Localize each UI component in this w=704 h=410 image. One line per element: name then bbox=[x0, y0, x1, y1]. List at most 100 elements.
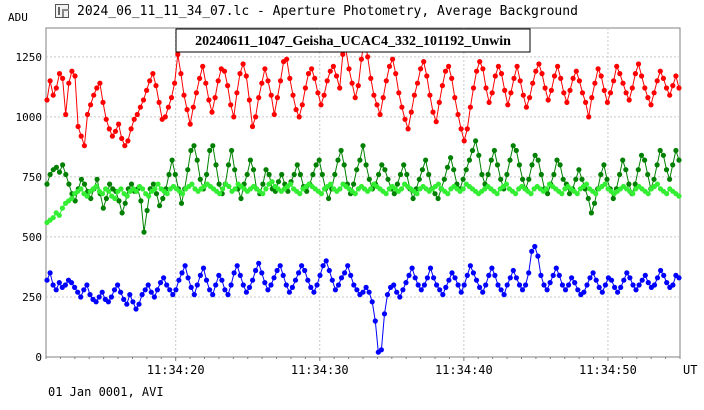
data-point bbox=[558, 75, 564, 81]
data-point bbox=[203, 277, 210, 283]
data-point bbox=[559, 191, 565, 197]
data-point bbox=[670, 282, 676, 288]
data-point bbox=[355, 83, 361, 89]
data-point bbox=[121, 296, 127, 302]
data-point bbox=[458, 289, 464, 295]
data-point bbox=[253, 114, 259, 120]
data-point bbox=[480, 289, 486, 295]
data-point bbox=[119, 135, 125, 142]
data-point bbox=[384, 292, 391, 298]
data-point bbox=[542, 85, 548, 91]
data-point bbox=[256, 95, 262, 101]
data-point bbox=[221, 68, 228, 74]
data-point bbox=[592, 80, 598, 86]
data-point bbox=[88, 195, 94, 202]
data-point bbox=[354, 167, 360, 173]
data-point bbox=[296, 114, 302, 120]
data-point bbox=[639, 277, 645, 283]
data-point bbox=[516, 162, 523, 168]
data-point bbox=[654, 78, 660, 84]
data-point bbox=[53, 164, 60, 170]
data-point bbox=[617, 171, 623, 178]
data-point bbox=[539, 71, 545, 77]
data-point bbox=[75, 289, 81, 295]
data-point bbox=[284, 56, 290, 62]
data-point bbox=[660, 75, 667, 81]
data-point bbox=[91, 92, 97, 98]
data-point bbox=[93, 299, 99, 305]
data-point bbox=[627, 275, 633, 281]
data-point bbox=[253, 267, 259, 274]
data-point bbox=[368, 75, 374, 81]
data-point bbox=[185, 275, 191, 281]
data-point bbox=[495, 63, 501, 69]
data-point bbox=[178, 71, 184, 77]
data-point bbox=[216, 181, 222, 187]
data-point bbox=[127, 292, 133, 298]
data-point bbox=[194, 157, 200, 163]
data-point bbox=[617, 71, 623, 77]
data-point bbox=[498, 176, 504, 182]
series-2 bbox=[44, 179, 682, 226]
data-point bbox=[100, 99, 106, 105]
data-point bbox=[271, 111, 277, 118]
data-point bbox=[134, 111, 140, 118]
data-point bbox=[642, 157, 648, 163]
data-point bbox=[586, 114, 592, 120]
data-point bbox=[84, 111, 91, 118]
data-point bbox=[621, 277, 627, 283]
data-point bbox=[585, 195, 591, 202]
data-point bbox=[573, 176, 579, 182]
data-point bbox=[494, 162, 501, 168]
data-point bbox=[519, 287, 526, 293]
data-point bbox=[157, 203, 163, 209]
data-point bbox=[277, 78, 284, 84]
data-point bbox=[136, 301, 142, 307]
data-point bbox=[626, 97, 632, 103]
data-point bbox=[421, 59, 427, 65]
data-point bbox=[532, 243, 538, 250]
data-point bbox=[244, 171, 250, 178]
data-point bbox=[469, 147, 476, 154]
data-point bbox=[614, 63, 620, 69]
data-point bbox=[151, 294, 157, 300]
y-tick-label: 250 bbox=[22, 291, 42, 304]
data-point bbox=[572, 280, 578, 286]
data-point bbox=[635, 167, 641, 173]
data-point bbox=[654, 162, 660, 168]
data-point bbox=[626, 181, 632, 187]
data-point bbox=[391, 191, 397, 197]
data-point bbox=[112, 128, 119, 134]
data-point bbox=[446, 63, 452, 69]
data-point bbox=[115, 282, 121, 288]
x-tick-label: 11:34:20 bbox=[147, 363, 205, 377]
data-point bbox=[502, 87, 508, 93]
data-point bbox=[47, 270, 53, 276]
data-point bbox=[406, 272, 412, 278]
data-point bbox=[569, 275, 575, 281]
data-point bbox=[440, 292, 446, 298]
data-point bbox=[369, 299, 375, 305]
data-point bbox=[50, 215, 56, 221]
data-point bbox=[263, 167, 269, 173]
data-point bbox=[216, 272, 222, 278]
data-point bbox=[166, 171, 172, 178]
data-point bbox=[219, 277, 225, 283]
light-curve-plot[interactable]: 0 250 500 750 1000 1250 11:34:20 11:34:30 11:34:… bbox=[0, 0, 704, 385]
data-point bbox=[259, 270, 265, 276]
data-point bbox=[599, 289, 605, 295]
data-point bbox=[629, 85, 635, 91]
data-point bbox=[598, 171, 604, 178]
data-point bbox=[240, 282, 246, 288]
data-point bbox=[513, 147, 519, 154]
data-point bbox=[620, 80, 626, 86]
data-point bbox=[391, 282, 397, 288]
data-point bbox=[608, 277, 615, 283]
data-point bbox=[47, 171, 53, 178]
data-point bbox=[380, 95, 386, 101]
data-point bbox=[660, 152, 667, 158]
data-point bbox=[544, 287, 550, 293]
data-point bbox=[520, 92, 526, 98]
lightcurve-app-icon[interactable] bbox=[55, 4, 69, 18]
data-point bbox=[345, 263, 351, 269]
